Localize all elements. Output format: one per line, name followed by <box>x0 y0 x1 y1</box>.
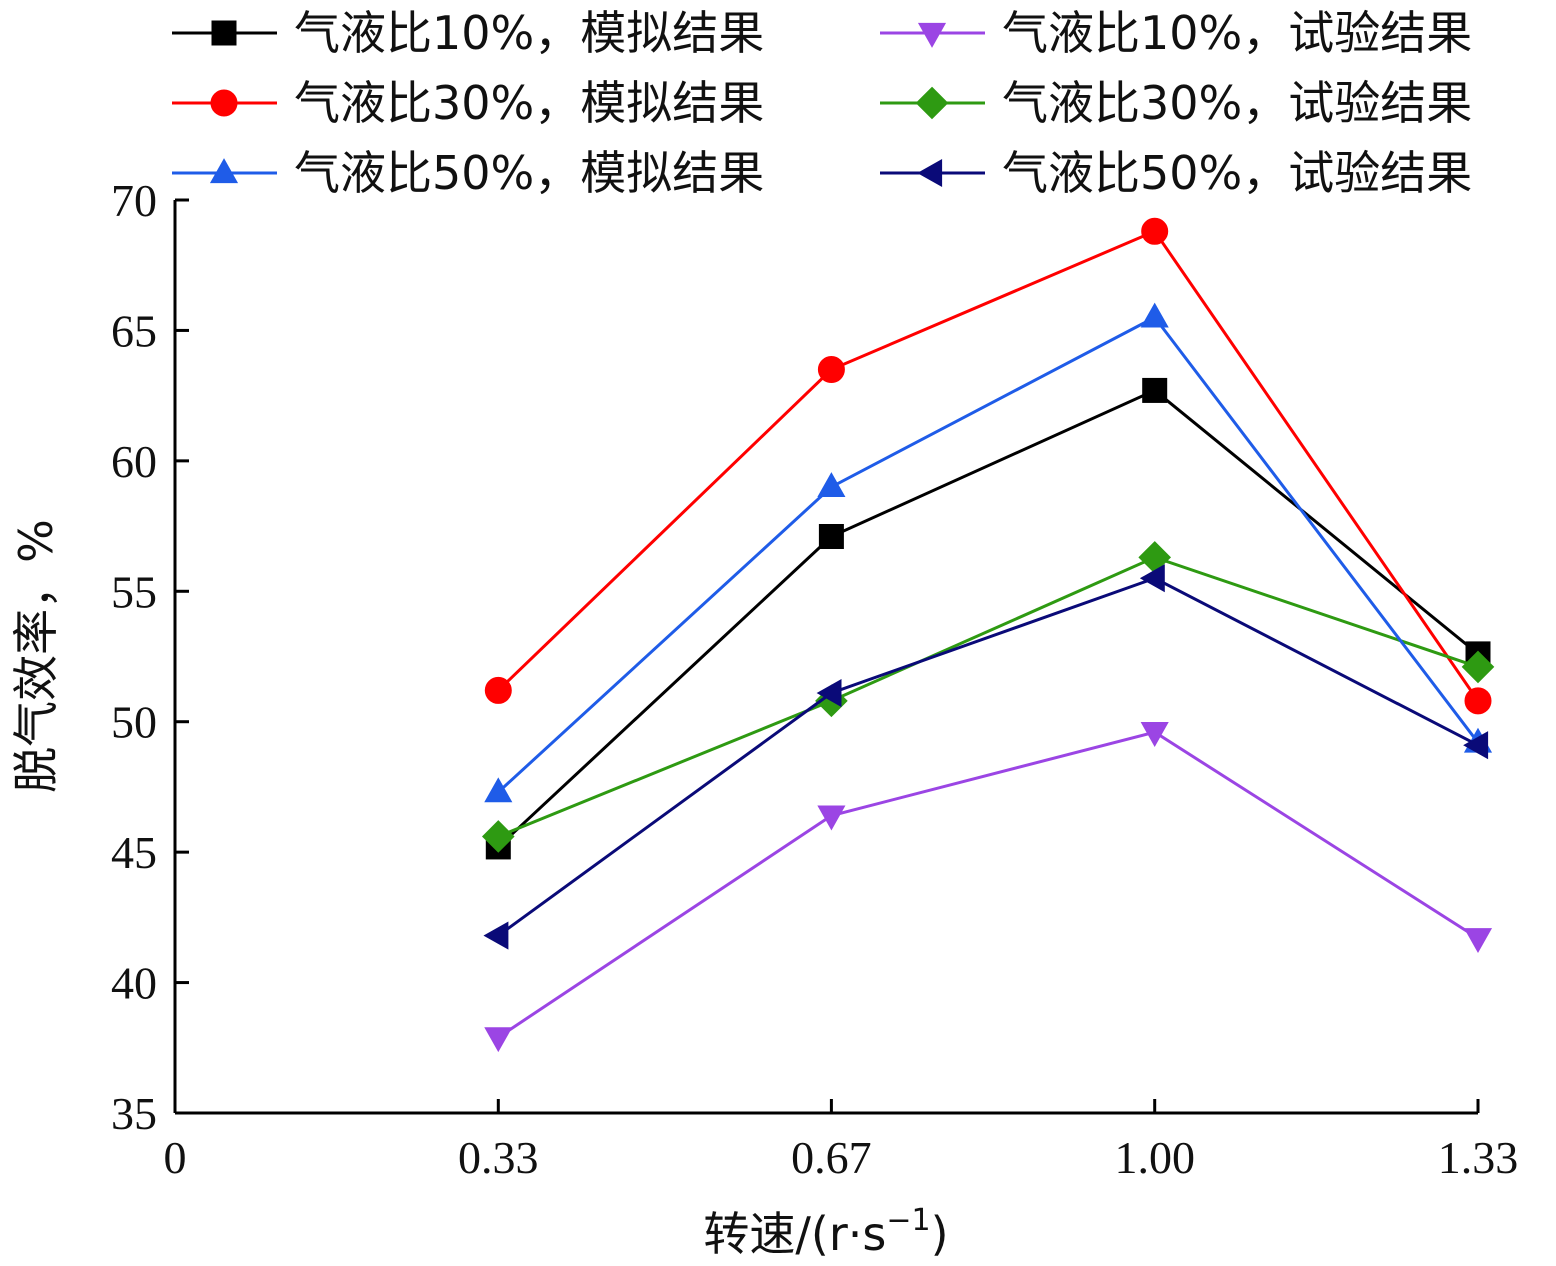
x-ticks: 0 0.33 0.67 1.00 1.33 <box>164 1099 1519 1183</box>
data-point <box>1463 928 1493 954</box>
legend-label: 气液比50%，试验结果 <box>1002 146 1472 200</box>
x-tick-label: 0.67 <box>791 1132 872 1183</box>
legend-label: 气液比30%，试验结果 <box>1002 76 1472 130</box>
series <box>484 302 1493 803</box>
x-tick-label: 0 <box>164 1132 187 1183</box>
data-point <box>817 472 846 498</box>
y-tick-label: 70 <box>111 175 157 226</box>
data-point <box>1139 564 1165 593</box>
legend-label: 气液比10%，模拟结果 <box>294 6 764 60</box>
y-tick-label: 60 <box>111 436 157 487</box>
data-point <box>484 676 512 704</box>
series-line <box>497 388 1479 849</box>
x-tick-label: 1.33 <box>1438 1132 1519 1183</box>
legend-item: 气液比50%，模拟结果 <box>172 146 764 200</box>
data-point <box>210 89 238 117</box>
data-point <box>818 524 844 550</box>
legend-item: 气液比10%，模拟结果 <box>172 6 764 60</box>
data-point <box>917 22 947 48</box>
data-point <box>1142 377 1168 403</box>
y-tick-label: 35 <box>111 1088 157 1139</box>
series-line <box>497 730 1479 1039</box>
y-ticks: 35 40 45 50 55 60 65 70 <box>111 175 189 1139</box>
x-tick-label: 0.33 <box>458 1132 539 1183</box>
data-point <box>1140 302 1169 328</box>
data-point <box>1141 217 1169 245</box>
data-point <box>915 86 949 120</box>
data-point <box>1463 731 1489 760</box>
legend-label: 气液比10%，试验结果 <box>1002 6 1472 60</box>
data-point <box>1461 650 1495 684</box>
data-point <box>1464 687 1492 715</box>
x-axis-title: 转速/(r·s−1) <box>703 1203 948 1261</box>
series-line <box>497 576 1479 937</box>
data-point <box>817 805 846 831</box>
series <box>484 722 1493 1053</box>
series-line <box>497 229 1480 702</box>
y-tick-label: 40 <box>111 958 157 1009</box>
data-point <box>481 820 515 853</box>
data-point <box>484 777 513 803</box>
data-point <box>917 158 943 188</box>
series <box>484 217 1492 715</box>
y-axis-title: 脱气效率，% <box>9 519 63 793</box>
series <box>481 541 1495 853</box>
x-tick-label: 1.00 <box>1114 1132 1195 1183</box>
y-tick-label: 50 <box>111 697 157 748</box>
y-tick-label: 65 <box>111 305 157 356</box>
series-line <box>497 555 1479 838</box>
axes <box>173 200 1478 1115</box>
y-tick-label: 55 <box>111 566 157 617</box>
data-point <box>483 921 509 950</box>
legend-item: 气液比30%，模拟结果 <box>172 76 764 130</box>
legend-label: 气液比50%，模拟结果 <box>294 146 764 200</box>
legend-item: 气液比10%，试验结果 <box>880 6 1472 60</box>
data-point <box>211 20 237 46</box>
data-point <box>1138 541 1172 574</box>
series-line <box>497 315 1480 794</box>
series <box>483 564 1489 950</box>
data-point <box>816 678 842 708</box>
legend-item: 气液比50%，试验结果 <box>880 146 1472 200</box>
data-point <box>209 158 239 184</box>
data-point <box>1140 722 1169 747</box>
y-tick-label: 45 <box>111 827 157 878</box>
series-layer <box>481 217 1495 1053</box>
legend-label: 气液比30%，模拟结果 <box>294 76 764 130</box>
data-point <box>817 356 845 384</box>
data-point <box>484 1027 513 1053</box>
legend-item: 气液比30%，试验结果 <box>880 76 1472 130</box>
